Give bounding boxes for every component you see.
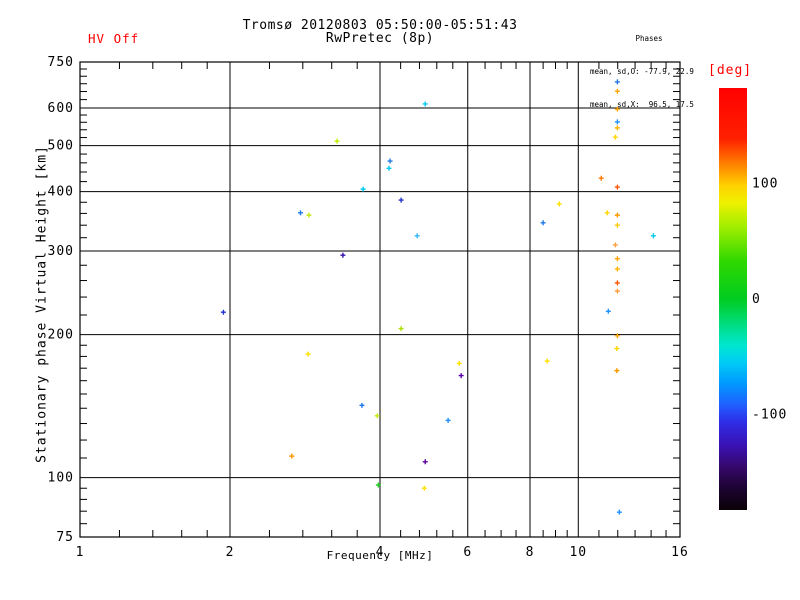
data-point <box>614 106 620 112</box>
data-point <box>422 459 428 465</box>
data-point <box>614 222 620 228</box>
hv-status-label: HV Off <box>88 31 140 46</box>
colorbar-tick-label: -100 <box>752 407 787 422</box>
data-point <box>398 197 404 203</box>
colorbar-tick-label: 0 <box>752 292 761 307</box>
data-point <box>375 482 381 488</box>
data-point <box>305 351 311 357</box>
data-point <box>334 138 340 144</box>
data-point <box>387 158 393 164</box>
x-tick-label: 4 <box>376 545 385 560</box>
data-point <box>650 233 656 239</box>
data-point <box>540 220 546 226</box>
y-tick-label: 600 <box>48 101 74 116</box>
data-point <box>398 326 404 332</box>
data-point <box>614 88 620 94</box>
data-point <box>458 373 464 379</box>
data-point <box>359 402 365 408</box>
data-point <box>598 175 604 181</box>
data-point <box>220 309 226 315</box>
data-point <box>614 346 620 352</box>
data-point <box>456 360 462 366</box>
data-point <box>614 79 620 85</box>
data-point <box>605 308 611 314</box>
y-tick-label: 100 <box>48 471 74 486</box>
data-point <box>297 210 303 216</box>
x-tick-label: 6 <box>463 545 472 560</box>
data-point <box>614 288 620 294</box>
colorbar-unit-label: [deg] <box>708 63 753 78</box>
x-tick-label: 2 <box>226 545 235 560</box>
x-tick-label: 16 <box>671 545 689 560</box>
x-tick-label: 8 <box>526 545 535 560</box>
data-point <box>612 242 618 248</box>
phases-mean-sd-x: mean, sd,X: 96.5, 17.5 <box>590 100 694 109</box>
data-point <box>614 125 620 131</box>
data-point <box>614 184 620 190</box>
data-point <box>422 101 428 107</box>
data-point <box>289 453 295 459</box>
phases-mean-sd-o: mean, sd,O: -77.9, 22.9 <box>590 67 694 76</box>
data-point <box>374 413 380 419</box>
data-point <box>614 212 620 218</box>
y-tick-label: 300 <box>48 244 74 259</box>
data-point <box>340 252 346 258</box>
y-tick-label: 75 <box>56 530 74 545</box>
data-point <box>386 165 392 171</box>
data-point <box>614 266 620 272</box>
data-point <box>445 417 451 423</box>
data-point <box>360 186 366 192</box>
plot-frame <box>79 61 681 538</box>
phases-legend: Phases mean, sd,O: -77.9, 22.9 mean, sd,… <box>590 11 730 132</box>
x-tick-label: 1 <box>76 545 85 560</box>
data-point <box>614 119 620 125</box>
data-point <box>544 358 550 364</box>
y-tick-label: 400 <box>48 185 74 200</box>
x-axis-title: Frequency [MHz] <box>326 549 434 562</box>
colorbar-tick-label: 100 <box>752 177 778 192</box>
data-point <box>614 256 620 262</box>
phases-legend-title: Phases <box>635 34 663 43</box>
data-point <box>614 333 620 339</box>
data-point <box>616 509 622 515</box>
y-tick-label: 200 <box>48 328 74 343</box>
data-point <box>612 134 618 140</box>
data-point <box>421 485 427 491</box>
data-point <box>306 212 312 218</box>
page-subtitle: RwPretec (8p) <box>325 31 435 46</box>
data-point <box>614 368 620 374</box>
data-point <box>604 210 610 216</box>
page-title: Tromsø 20120803 05:50:00-05:51:43 <box>242 18 518 33</box>
data-point <box>556 201 562 207</box>
data-point <box>614 280 620 286</box>
y-tick-label: 500 <box>48 139 74 154</box>
y-tick-label: 750 <box>48 55 74 70</box>
x-tick-label: 10 <box>569 545 587 560</box>
data-point <box>414 233 420 239</box>
colorbar <box>719 88 747 510</box>
